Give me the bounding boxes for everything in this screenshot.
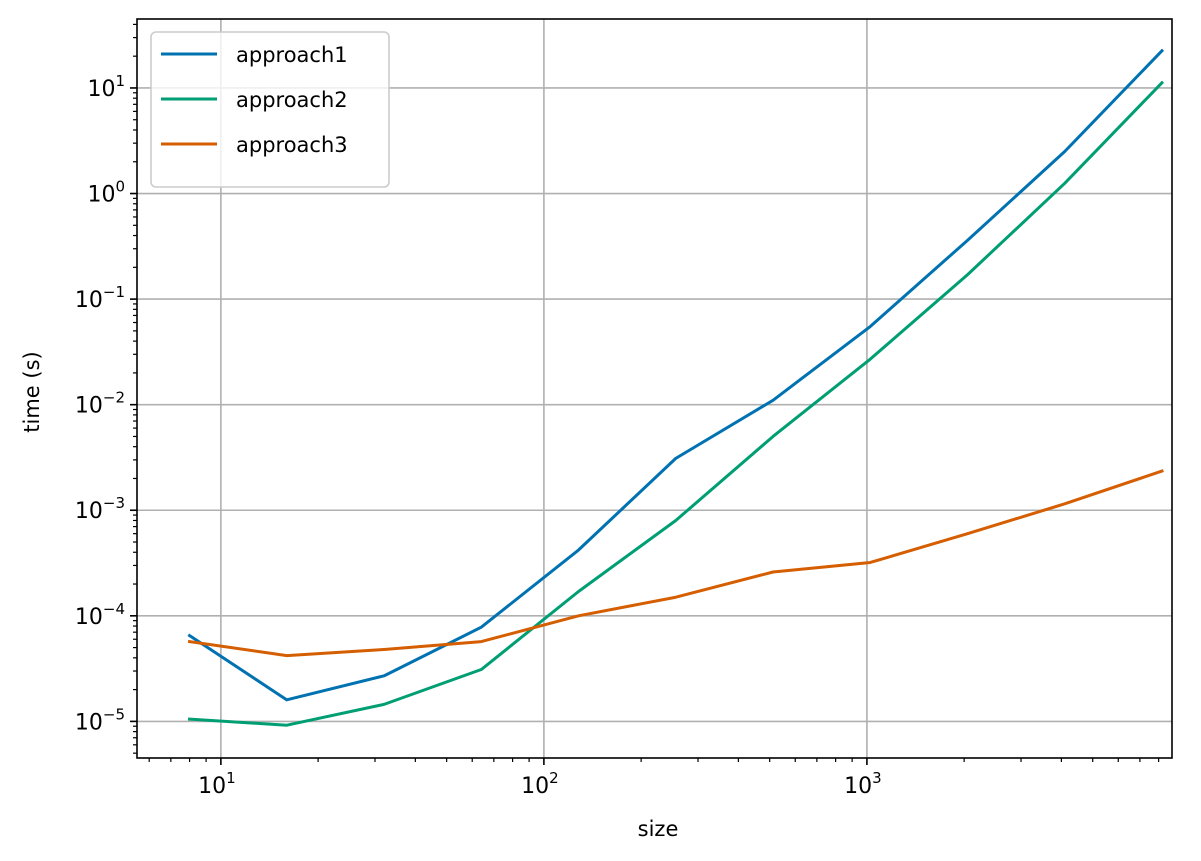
x-tick-exponent: 1 [226,769,236,787]
y-tick-label: 100 [87,178,125,208]
x-axis-label: size [638,817,679,841]
y-tick-exponent: 1 [115,72,125,90]
y-tick-base: 10 [87,183,115,208]
y-tick-base: 10 [75,394,103,419]
x-tick-exponent: 3 [872,769,882,787]
y-tick-exponent: −4 [103,600,125,618]
x-tick-label: 103 [844,769,882,799]
series-line-approach3 [187,469,1164,658]
x-tick-label: 102 [521,769,559,799]
x-tick-exponent: 2 [549,769,559,787]
legend: approach1 approach2 approach3 [150,31,390,188]
y-tick-base: 10 [75,288,103,313]
y-tick-base: 10 [87,77,115,102]
legend-box [150,31,390,188]
y-tick-label: 101 [87,72,125,102]
y-tick-exponent: −3 [103,494,125,512]
y-tick-label: 10−3 [75,494,125,524]
y-tick-exponent: −2 [103,389,125,407]
x-tick-label: 101 [198,769,236,799]
y-tick-base: 10 [75,605,103,630]
series-lines [187,48,1165,727]
y-axis-label: time (s) [20,351,44,432]
y-tick-label: 10−4 [75,600,125,630]
x-tick-base: 10 [521,774,549,799]
y-tick-base: 10 [75,499,103,524]
y-tick-label: 10−2 [75,389,125,419]
y-tick-exponent: 0 [115,178,125,196]
x-tick-base: 10 [844,774,872,799]
series-line-approach1 [187,48,1165,702]
series-line-approach2 [187,80,1165,727]
legend-label-approach2: approach2 [236,88,348,112]
y-tick-base: 10 [75,710,103,735]
legend-label-approach3: approach3 [236,133,348,157]
axes-frame [136,18,1173,759]
plot-frame [136,18,1173,759]
y-tick-label: 10−1 [75,283,125,313]
y-tick-label: 10−5 [75,705,125,735]
legend-label-approach1: approach1 [236,43,348,67]
y-tick-exponent: −5 [103,705,125,723]
y-tick-exponent: −1 [103,283,125,301]
x-tick-base: 10 [198,774,226,799]
